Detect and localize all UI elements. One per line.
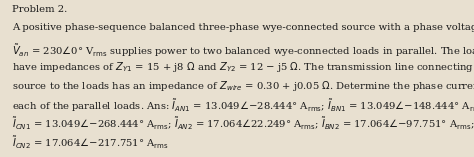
Text: A positive phase-sequence balanced three-phase wye-connected source with a phase: A positive phase-sequence balanced three… [12,23,474,32]
Text: source to the loads has an impedance of $Z_{wire}$ = 0.30 + j0.05 $\Omega$. Dete: source to the loads has an impedance of … [12,79,474,93]
Text: $\tilde{V}_{an}$ = 230$\angle$0° V$_{\rm rms}$ supplies power to two balanced wy: $\tilde{V}_{an}$ = 230$\angle$0° V$_{\rm… [12,42,474,59]
Text: Problem 2.: Problem 2. [12,5,67,14]
Text: have impedances of $Z_{Y1}$ = 15 + j8 $\Omega$ and $Z_{Y2}$ = 12 − j5 $\Omega$. : have impedances of $Z_{Y1}$ = 15 + j8 $\… [12,60,474,74]
Text: $\tilde{I}_{CN2}$ = 17.064$\angle$−217.751° A$_{\rm rms}$: $\tilde{I}_{CN2}$ = 17.064$\angle$−217.7… [12,134,169,151]
Text: $\tilde{I}_{CN1}$ = 13.049$\angle$−268.444° A$_{\rm rms}$; $\tilde{I}_{AN2}$ = 1: $\tilde{I}_{CN1}$ = 13.049$\angle$−268.4… [12,116,474,133]
Text: each of the parallel loads. Ans: $\tilde{I}_{AN1}$ = 13.049$\angle$−28.444° A$_{: each of the parallel loads. Ans: $\tilde… [12,97,474,114]
